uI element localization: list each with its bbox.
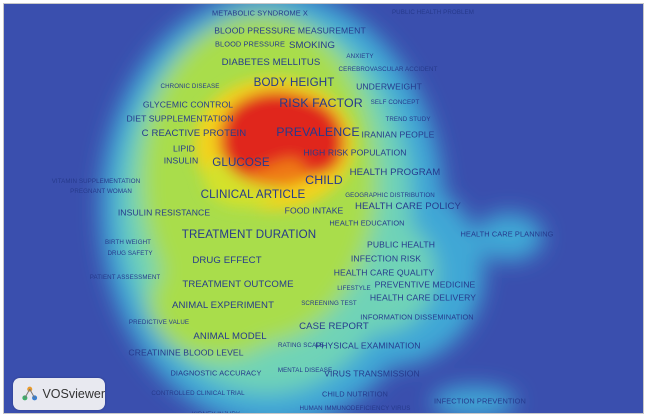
term-label[interactable]: CHRONIC DISEASE: [160, 82, 220, 90]
term-label[interactable]: CEREBROVASCULAR ACCIDENT: [338, 65, 438, 73]
term-label[interactable]: HEALTH PROGRAM: [349, 167, 441, 179]
term-label[interactable]: GEOGRAPHIC DISTRIBUTION: [345, 191, 435, 199]
term-label[interactable]: PATIENT ASSESSMENT: [89, 273, 161, 281]
term-label[interactable]: HEALTH CARE POLICY: [354, 201, 462, 213]
density-heatmap: [4, 4, 643, 413]
density-halo-planning: [475, 213, 543, 261]
term-label[interactable]: DRUG SAFETY: [107, 249, 153, 257]
term-label[interactable]: DIAGNOSTIC ACCURACY: [170, 368, 262, 378]
term-label[interactable]: SCREENING TEST: [301, 299, 357, 307]
density-map[interactable]: METABOLIC SYNDROME X PUBLIC HEALTH PROBLE…: [3, 3, 644, 414]
term-label[interactable]: PHYSICAL EXAMINATION: [315, 340, 421, 351]
term-label[interactable]: DIABETES MELLITUS: [221, 57, 321, 69]
density-halo-prevention: [432, 386, 516, 413]
term-label[interactable]: MENTAL DISEASE: [277, 366, 333, 374]
term-label[interactable]: TREATMENT DURATION: [181, 228, 317, 242]
term-label[interactable]: GLUCOSE: [212, 156, 270, 170]
term-label[interactable]: TREND STUDY: [385, 115, 431, 123]
term-label[interactable]: CHILD NUTRITION: [322, 389, 388, 399]
term-label[interactable]: PREVENTIVE MEDICINE: [374, 279, 476, 290]
term-label[interactable]: C REACTIVE PROTEIN: [141, 128, 247, 140]
term-label[interactable]: VITAMIN SUPPLEMENTATION: [51, 177, 141, 185]
term-label[interactable]: INSULIN: [163, 155, 199, 166]
term-label[interactable]: RISK FACTOR: [279, 95, 363, 110]
term-label[interactable]: CHILD: [305, 172, 343, 187]
term-label[interactable]: BLOOD PRESSURE MEASUREMENT: [214, 25, 366, 36]
term-label[interactable]: ANIMAL MODEL: [193, 331, 267, 343]
term-label[interactable]: DRUG EFFECT: [192, 255, 262, 267]
term-label[interactable]: HEALTH CARE DELIVERY: [369, 292, 477, 303]
term-label[interactable]: FOOD INTAKE: [284, 205, 344, 216]
term-label[interactable]: INFECTION PREVENTION: [434, 396, 526, 406]
term-label[interactable]: BIRTH WEIGHT: [104, 238, 152, 246]
term-label[interactable]: KIDNEY INJURY: [192, 411, 240, 413]
term-label[interactable]: IRANIAN PEOPLE: [361, 129, 435, 140]
term-label[interactable]: INFECTION RISK: [350, 253, 422, 264]
term-label[interactable]: PUBLIC HEALTH: [367, 239, 435, 250]
term-label[interactable]: LIPID: [173, 143, 195, 154]
term-label[interactable]: HIGH RISK POPULATION: [303, 147, 407, 158]
term-label[interactable]: GLYCEMIC CONTROL: [142, 99, 234, 110]
term-label[interactable]: CLINICAL ARTICLE: [200, 188, 306, 202]
term-label[interactable]: SELF CONCEPT: [370, 98, 420, 106]
vosviewer-logo-icon: [22, 386, 38, 401]
term-label[interactable]: BODY HEIGHT: [253, 76, 335, 90]
term-label[interactable]: PREVALENCE: [276, 124, 360, 139]
term-label[interactable]: ANIMAL EXPERIMENT: [171, 300, 275, 312]
vosviewer-wordmark: VOSviewer: [42, 387, 105, 401]
term-label[interactable]: CONTROLLED CLINICAL TRIAL: [151, 389, 245, 397]
term-label[interactable]: VIRUS TRANSMISSION: [324, 368, 420, 379]
term-label[interactable]: SMOKING: [288, 40, 336, 52]
term-label[interactable]: HEALTH CARE QUALITY: [333, 267, 435, 278]
vosviewer-badge[interactable]: VOSviewer: [13, 378, 105, 410]
term-label[interactable]: HEALTH CARE PLANNING: [460, 229, 554, 239]
term-label[interactable]: METABOLIC SYNDROME X: [212, 8, 308, 18]
term-label[interactable]: HUMAN IMMUNODEFICIENCY VIRUS: [299, 404, 411, 412]
term-label[interactable]: UNDERWEIGHT: [356, 81, 422, 92]
density-zone-green-south: [149, 249, 289, 359]
term-label[interactable]: BLOOD PRESSURE: [215, 39, 285, 49]
term-label[interactable]: DIET SUPPLEMENTATION: [126, 113, 234, 124]
term-label[interactable]: CREATININE BLOOD LEVEL: [128, 347, 244, 358]
term-label[interactable]: PREDICTIVE VALUE: [128, 318, 190, 326]
term-label[interactable]: INSULIN RESISTANCE: [117, 207, 211, 218]
density-zone-red: [222, 92, 344, 176]
term-label[interactable]: TREATMENT OUTCOME: [182, 279, 294, 291]
term-label[interactable]: PUBLIC HEALTH PROBLEM: [391, 8, 475, 16]
term-label[interactable]: CASE REPORT: [299, 321, 369, 333]
term-label[interactable]: ANXIETY: [346, 52, 374, 60]
term-label[interactable]: HEALTH EDUCATION: [329, 218, 405, 228]
term-label[interactable]: PREGNANT WOMAN: [70, 187, 132, 195]
term-label[interactable]: RATING SCALE: [277, 341, 325, 349]
term-label[interactable]: INFORMATION DISSEMINATION: [360, 312, 474, 322]
term-label[interactable]: LIFESTYLE: [337, 284, 371, 292]
